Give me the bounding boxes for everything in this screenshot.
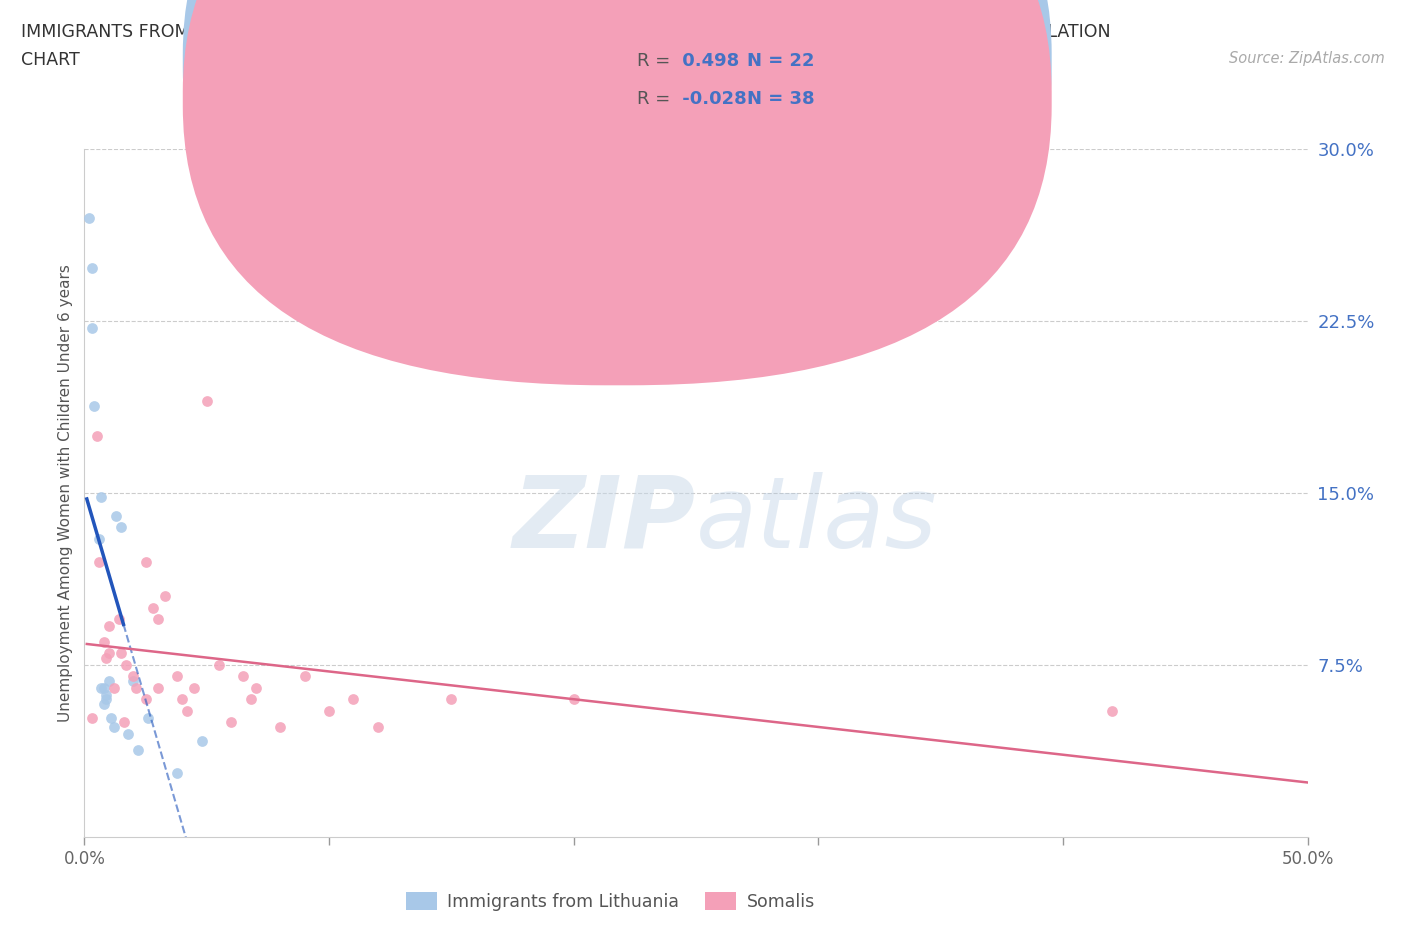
Point	[269, 720, 291, 735]
Text: CHART: CHART	[21, 51, 80, 69]
Point	[93, 681, 115, 696]
Point	[96, 692, 118, 707]
Point	[80, 320, 103, 335]
Point	[122, 673, 145, 688]
Point	[100, 711, 122, 725]
Point	[166, 669, 188, 684]
Point	[122, 669, 145, 684]
Point	[80, 711, 103, 725]
Y-axis label: Unemployment Among Women with Children Under 6 years: Unemployment Among Women with Children U…	[58, 264, 73, 722]
Point	[135, 554, 157, 569]
Point	[87, 554, 110, 569]
Point	[146, 681, 169, 696]
Point	[146, 612, 169, 627]
Legend: Immigrants from Lithuania, Somalis: Immigrants from Lithuania, Somalis	[398, 885, 823, 918]
Point	[77, 210, 100, 225]
Text: IMMIGRANTS FROM LITHUANIA VS SOMALI UNEMPLOYMENT AMONG WOMEN WITH CHILDREN UNDER: IMMIGRANTS FROM LITHUANIA VS SOMALI UNEM…	[21, 23, 1111, 41]
Text: 0.498: 0.498	[676, 52, 740, 70]
Point	[195, 393, 218, 408]
Point	[117, 726, 139, 741]
Point	[562, 692, 585, 707]
Point	[367, 720, 389, 735]
Point	[96, 651, 118, 666]
Point	[103, 720, 125, 735]
Point	[183, 681, 205, 696]
Point	[97, 673, 120, 688]
Point	[176, 703, 198, 718]
Point	[90, 681, 112, 696]
Point	[318, 703, 340, 718]
Point	[86, 428, 108, 443]
Point	[107, 612, 129, 627]
Text: atlas: atlas	[696, 472, 938, 569]
Text: N = 38: N = 38	[747, 90, 814, 108]
Point	[172, 692, 194, 707]
Point	[219, 715, 242, 730]
Point	[97, 618, 120, 633]
Point	[90, 490, 112, 505]
Point	[93, 634, 115, 649]
Point	[112, 715, 135, 730]
Point	[96, 687, 118, 702]
Point	[440, 692, 463, 707]
Text: Source: ZipAtlas.com: Source: ZipAtlas.com	[1229, 51, 1385, 66]
Point	[93, 697, 115, 711]
Text: ZIP: ZIP	[513, 472, 696, 569]
Point	[1101, 703, 1123, 718]
Point	[294, 669, 316, 684]
Point	[97, 646, 120, 661]
Point	[136, 711, 159, 725]
Text: -0.028: -0.028	[676, 90, 747, 108]
Point	[232, 669, 254, 684]
Point	[80, 260, 103, 275]
Text: R =: R =	[637, 52, 671, 70]
Point	[125, 681, 148, 696]
Point	[153, 589, 176, 604]
Point	[103, 681, 125, 696]
Point	[87, 531, 110, 546]
Point	[83, 398, 105, 413]
Point	[135, 692, 157, 707]
Point	[239, 692, 262, 707]
Point	[127, 742, 149, 757]
Point	[166, 765, 188, 780]
Point	[115, 658, 138, 672]
Point	[245, 681, 267, 696]
Point	[110, 646, 132, 661]
Text: N = 22: N = 22	[747, 52, 814, 70]
Point	[110, 520, 132, 535]
Point	[208, 658, 231, 672]
Text: R =: R =	[637, 90, 671, 108]
Point	[342, 692, 364, 707]
Point	[191, 733, 214, 748]
Point	[105, 509, 128, 524]
Point	[142, 600, 165, 615]
